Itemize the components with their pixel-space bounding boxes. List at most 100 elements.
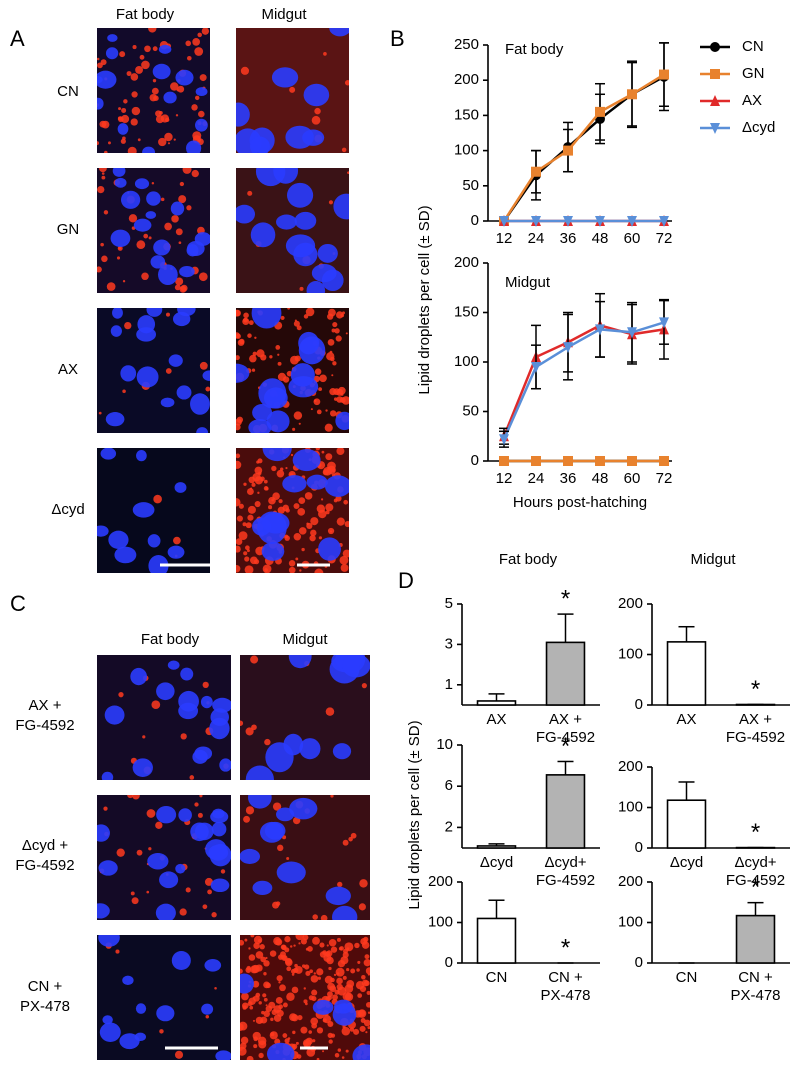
lipid-droplet: [312, 936, 320, 945]
marker: [627, 456, 637, 466]
lipid-droplet: [175, 228, 183, 236]
lipid-droplet: [236, 355, 240, 361]
lipid-droplet: [367, 1026, 370, 1030]
row-label: PX-478: [20, 998, 70, 1015]
bar: [735, 914, 776, 964]
micrograph-content: [240, 655, 370, 780]
nucleus: [97, 70, 117, 89]
lipid-droplet: [340, 313, 345, 318]
lipid-droplet: [357, 960, 361, 964]
lipid-droplet: [367, 1011, 370, 1014]
lipid-droplet: [325, 409, 328, 412]
lipid-droplet: [236, 309, 241, 317]
lipid-droplet: [265, 487, 269, 491]
lipid-droplet: [342, 951, 349, 958]
lipid-droplet: [295, 557, 299, 561]
legend-label: GN: [742, 65, 765, 82]
lipid-droplet: [250, 965, 259, 974]
row-label: GN: [57, 221, 80, 238]
micrograph: [97, 28, 210, 153]
lipid-droplet: [324, 975, 333, 984]
lipid-droplet: [137, 138, 141, 142]
lipid-droplet: [158, 110, 163, 115]
x-tick-label: Δcyd: [670, 854, 703, 871]
lipid-droplet: [236, 416, 244, 423]
lipid-droplet: [350, 968, 356, 974]
y-tick-label: 50: [462, 177, 479, 194]
nucleus: [240, 848, 260, 864]
x-tick-label: 24: [528, 470, 545, 487]
lipid-droplet: [365, 1031, 368, 1034]
column-header: Midgut: [282, 631, 328, 648]
marker: [659, 317, 669, 329]
marker: [499, 434, 509, 446]
lipid-droplet: [295, 1041, 299, 1045]
y-tick-label: 50: [462, 402, 479, 419]
lipid-droplet: [205, 386, 210, 392]
lipid-droplet: [325, 707, 335, 716]
lipid-droplet: [286, 966, 292, 972]
lipid-droplet: [116, 848, 125, 857]
x-tick-label: AX: [486, 711, 506, 728]
panel-label: D: [398, 568, 414, 593]
lipid-droplet: [265, 1004, 268, 1007]
nucleus: [97, 903, 110, 919]
marker: [499, 216, 509, 227]
nucleus: [156, 1005, 175, 1022]
lipid-droplet: [332, 361, 337, 366]
lipid-droplet: [151, 700, 161, 710]
nucleus: [142, 146, 156, 153]
micrograph: [240, 935, 370, 1060]
lipid-droplet: [328, 1039, 333, 1044]
chart-title: Fat body: [505, 41, 564, 58]
significance-mark: *: [751, 819, 760, 846]
lipid-droplet: [242, 1002, 249, 1009]
lipid-droplet: [159, 1029, 164, 1034]
nucleus: [132, 502, 155, 518]
y-tick-label: 200: [618, 873, 643, 890]
lipid-droplet: [139, 54, 145, 60]
lipid-droplet: [189, 775, 195, 780]
lipid-droplet: [243, 317, 249, 323]
nucleus: [282, 475, 307, 493]
lipid-droplet: [176, 89, 179, 92]
lipid-droplet: [198, 272, 208, 282]
lipid-droplet: [106, 282, 116, 291]
lipid-droplet: [321, 450, 325, 454]
lipid-droplet: [130, 891, 135, 896]
lipid-droplet: [344, 984, 354, 993]
bar: [476, 700, 517, 706]
y-tick-label: 200: [454, 254, 479, 271]
lipid-droplet: [240, 939, 245, 946]
lipid-droplet: [146, 809, 156, 818]
lipid-droplet: [98, 168, 107, 173]
lipid-droplet: [253, 942, 260, 949]
lipid-droplet: [306, 1048, 316, 1057]
nucleus: [318, 537, 341, 561]
lipid-droplet: [314, 107, 321, 115]
lipid-droplet: [288, 560, 296, 567]
x-tick-label: 60: [624, 230, 641, 247]
lipid-droplet: [262, 993, 267, 998]
nucleus: [286, 182, 314, 208]
lipid-droplet: [250, 935, 255, 938]
series-line: [502, 75, 665, 222]
lipid-droplet: [348, 836, 353, 842]
lipid-droplet: [259, 944, 265, 950]
nucleus: [122, 975, 134, 986]
lipid-droplet: [249, 354, 257, 363]
nucleus: [195, 118, 208, 132]
lipid-droplet: [330, 977, 333, 981]
lipid-droplet: [325, 510, 330, 515]
lipid-droplet: [286, 857, 290, 861]
nucleus: [172, 311, 191, 327]
lipid-droplet: [246, 1055, 254, 1060]
lipid-droplet: [220, 869, 226, 874]
lipid-droplet: [178, 195, 187, 204]
lipid-droplet: [214, 986, 217, 990]
micrograph: [97, 168, 210, 293]
lipid-droplet: [310, 1017, 319, 1026]
lipid-droplet: [298, 942, 301, 945]
column-header: Midgut: [261, 6, 307, 23]
lipid-droplet: [297, 1014, 303, 1021]
